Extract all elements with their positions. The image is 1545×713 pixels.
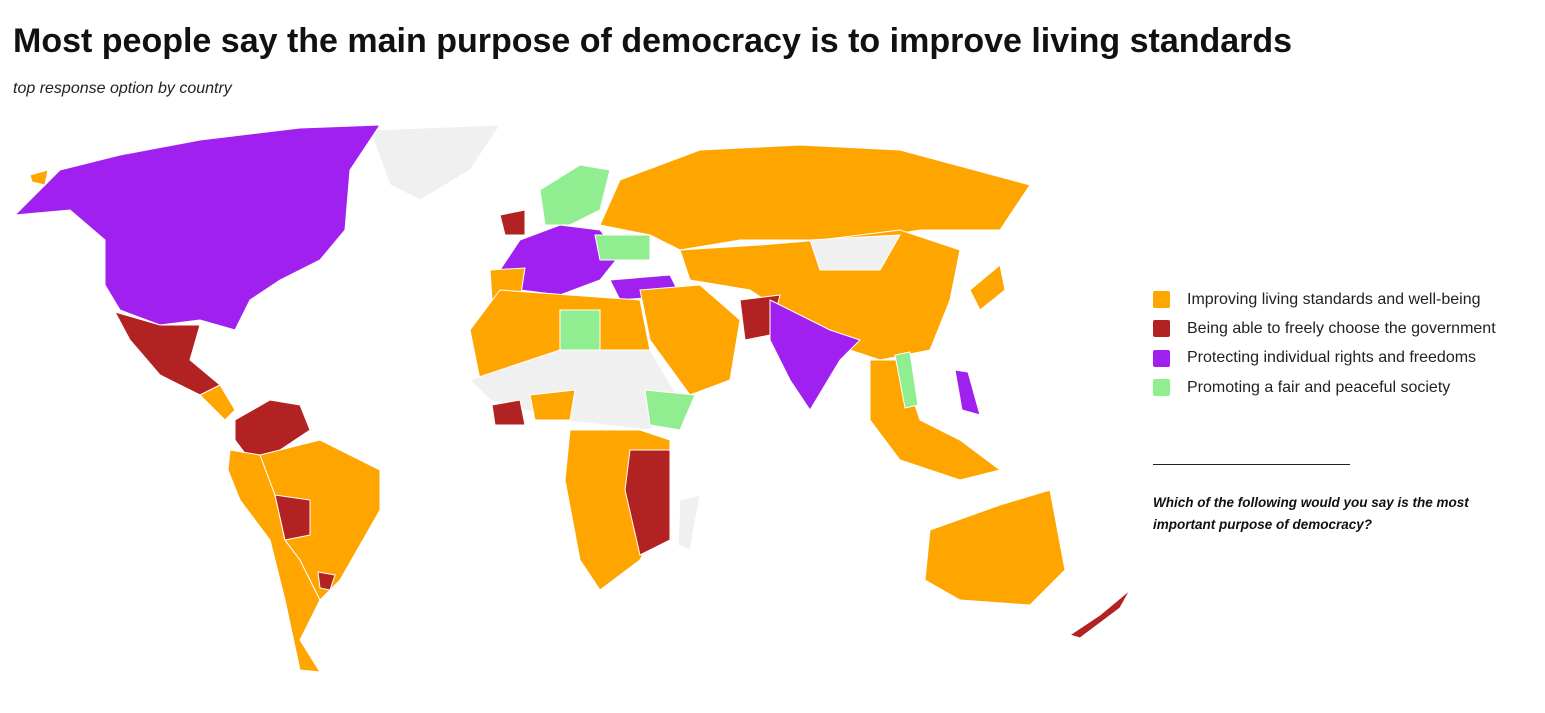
japan bbox=[969, 264, 1006, 311]
legend-swatch bbox=[1153, 320, 1170, 338]
legend: Improving living standards and well-bein… bbox=[1153, 285, 1496, 402]
legend-label: Being able to freely choose the governme… bbox=[1187, 319, 1496, 337]
alaska bbox=[29, 169, 49, 186]
north-america bbox=[13, 124, 381, 331]
southeast-asia bbox=[869, 359, 1002, 481]
central-america bbox=[199, 384, 236, 421]
new-zealand bbox=[1068, 589, 1131, 639]
madagascar bbox=[677, 494, 701, 551]
world-map bbox=[13, 124, 1131, 673]
legend-swatch bbox=[1153, 349, 1170, 367]
libya bbox=[559, 309, 601, 356]
greenland bbox=[369, 124, 501, 201]
uruguay bbox=[317, 571, 336, 591]
legend-swatch bbox=[1153, 379, 1170, 397]
divider bbox=[1153, 464, 1350, 465]
middle-east bbox=[639, 284, 741, 396]
question-note: Which of the following would you say is … bbox=[1153, 495, 1469, 532]
bolivia bbox=[274, 494, 311, 541]
legend-label: Protecting individual rights and freedom… bbox=[1187, 349, 1477, 367]
legend-item: Promoting a fair and peaceful society bbox=[1153, 373, 1496, 402]
scandinavia bbox=[539, 164, 611, 226]
ukraine bbox=[594, 234, 651, 261]
colombia-venezuela bbox=[234, 399, 311, 461]
philippines bbox=[954, 369, 981, 416]
legend-label: Promoting a fair and peaceful society bbox=[1187, 378, 1451, 396]
legend-item: Improving living standards and well-bein… bbox=[1153, 285, 1496, 314]
nigeria-ghana bbox=[529, 389, 576, 421]
australia bbox=[924, 489, 1066, 606]
chart-subtitle: top response option by country bbox=[13, 80, 232, 97]
ethiopia bbox=[644, 389, 696, 431]
india bbox=[769, 299, 861, 411]
legend-item: Protecting individual rights and freedom… bbox=[1153, 344, 1496, 373]
west-africa bbox=[491, 399, 526, 426]
vietnam bbox=[894, 351, 919, 409]
chart-title: Most people say the main purpose of demo… bbox=[13, 22, 1293, 60]
legend-label: Improving living standards and well-bein… bbox=[1187, 290, 1481, 308]
mongolia bbox=[809, 234, 901, 271]
legend-item: Being able to freely choose the governme… bbox=[1153, 314, 1496, 343]
uk bbox=[499, 209, 526, 236]
east-africa bbox=[624, 449, 671, 556]
legend-swatch bbox=[1153, 291, 1170, 309]
russia bbox=[599, 144, 1031, 251]
